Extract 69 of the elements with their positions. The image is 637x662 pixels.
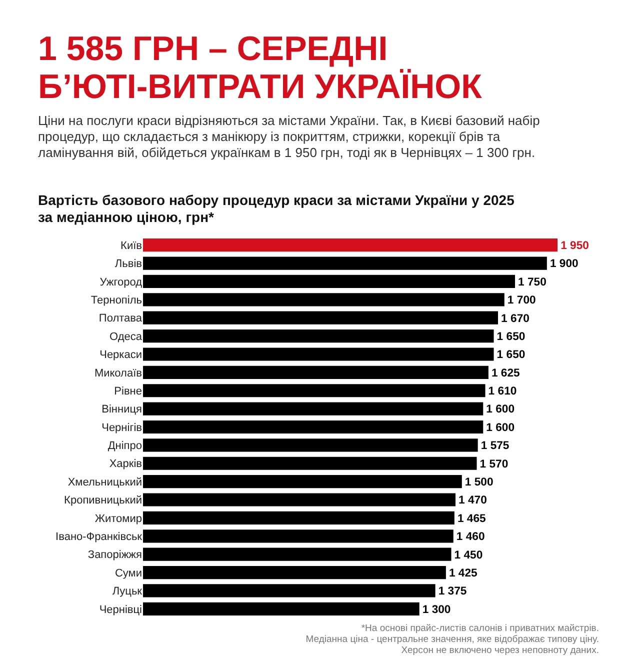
data-label: 1 425: [448, 567, 478, 580]
bar: [143, 256, 547, 270]
bar: [143, 530, 454, 543]
data-label: 1 600: [486, 404, 515, 416]
data-label: 1 575: [480, 440, 510, 452]
y-tick-label: Суми: [114, 567, 142, 580]
bar: [143, 456, 477, 470]
bar: [143, 348, 494, 361]
data-label: 1 900: [550, 258, 578, 270]
y-tick-label: Миколаїв: [94, 367, 142, 380]
data-label: 1 610: [488, 386, 517, 398]
data-label: 1 750: [518, 276, 546, 288]
y-tick-label: Дніпро: [108, 440, 142, 452]
y-tick-label: Житомир: [94, 512, 142, 525]
data-label: 1 500: [464, 476, 494, 488]
bar: [143, 602, 420, 616]
chart-title: 1 585 ГРН – СЕРЕДНІ Б’ЮТІ-ВИТРАТИ УКРАЇНОК: [38, 30, 483, 106]
y-tick-label: Ужгород: [100, 276, 143, 288]
text: Вартість базового набору процедур краси за містами України у 2025 за медіанною ціною, грн*: [38, 192, 516, 226]
y-tick-label: Кропивницький: [64, 494, 142, 507]
bar: [143, 311, 498, 324]
bar: [143, 384, 486, 398]
bar: [143, 274, 516, 288]
y-tick-label: Івано-Франківськ: [56, 530, 142, 543]
chart-subtitle: Ціни на послуги краси відрізняються за містами України. Так, в Києві базовий набір процедур, що складається з манікюру із покриттям, стрижки, корекції брів та ламінування вій, обійдеться українкам в 1 950 грн, тоді як в Чернівцях – 1 300 грн.: [38, 113, 541, 161]
bar: [143, 402, 484, 416]
y-tick-label: Харків: [109, 458, 142, 470]
bar: [143, 330, 494, 343]
data-label: 1 450: [454, 549, 483, 562]
data-label: 1 300: [422, 604, 451, 616]
data-label: 1 650: [496, 349, 526, 362]
y-tick-label: Черкаси: [100, 349, 142, 362]
data-label: 1 375: [438, 586, 467, 598]
data-label: 1 460: [456, 531, 485, 544]
bar: [143, 438, 478, 452]
text: Медіанна ціна - центральне значення, яке відображає типову ціну.: [304, 634, 599, 645]
y-tick-label: Київ: [120, 240, 142, 252]
data-label: 1 600: [486, 422, 515, 434]
y-tick-label: Чернівці: [99, 604, 142, 616]
bar: [143, 475, 462, 488]
y-tick-label: Полтава: [98, 312, 143, 325]
bar: [143, 584, 436, 598]
text: *На основі прайс-листів салонів і приватних майстрів.: [360, 623, 599, 634]
data-label: 1 950: [560, 240, 589, 252]
data-label: 1 670: [501, 312, 530, 325]
y-tick-label: Запоріжжя: [88, 549, 142, 562]
data-label: 1 470: [458, 494, 487, 507]
bar: [143, 493, 456, 506]
y-tick-label: Тернопіль: [90, 294, 142, 307]
bar: [143, 420, 484, 434]
bar: [143, 366, 488, 379]
y-tick-label: Львів: [114, 258, 142, 270]
data-label: 1 700: [507, 294, 536, 307]
bar: [143, 238, 558, 252]
y-tick-label: Рівне: [114, 385, 142, 398]
text: Херсон не включено через неповноту даних.: [400, 645, 599, 656]
data-label: 1 465: [457, 512, 486, 525]
y-tick-label: Хмельницький: [68, 476, 142, 488]
y-tick-label: Луцьк: [112, 586, 142, 598]
bar: [143, 293, 504, 306]
bar: [143, 511, 454, 524]
data-label: 1 625: [491, 367, 520, 380]
bar: [143, 566, 446, 580]
data-label: 1 650: [496, 330, 526, 343]
y-tick-label: Вінниця: [102, 404, 142, 416]
y-tick-label: Чернігів: [102, 422, 142, 434]
y-tick-label: Одеса: [110, 330, 143, 343]
bar: [143, 548, 452, 561]
data-label: 1 570: [480, 458, 508, 470]
